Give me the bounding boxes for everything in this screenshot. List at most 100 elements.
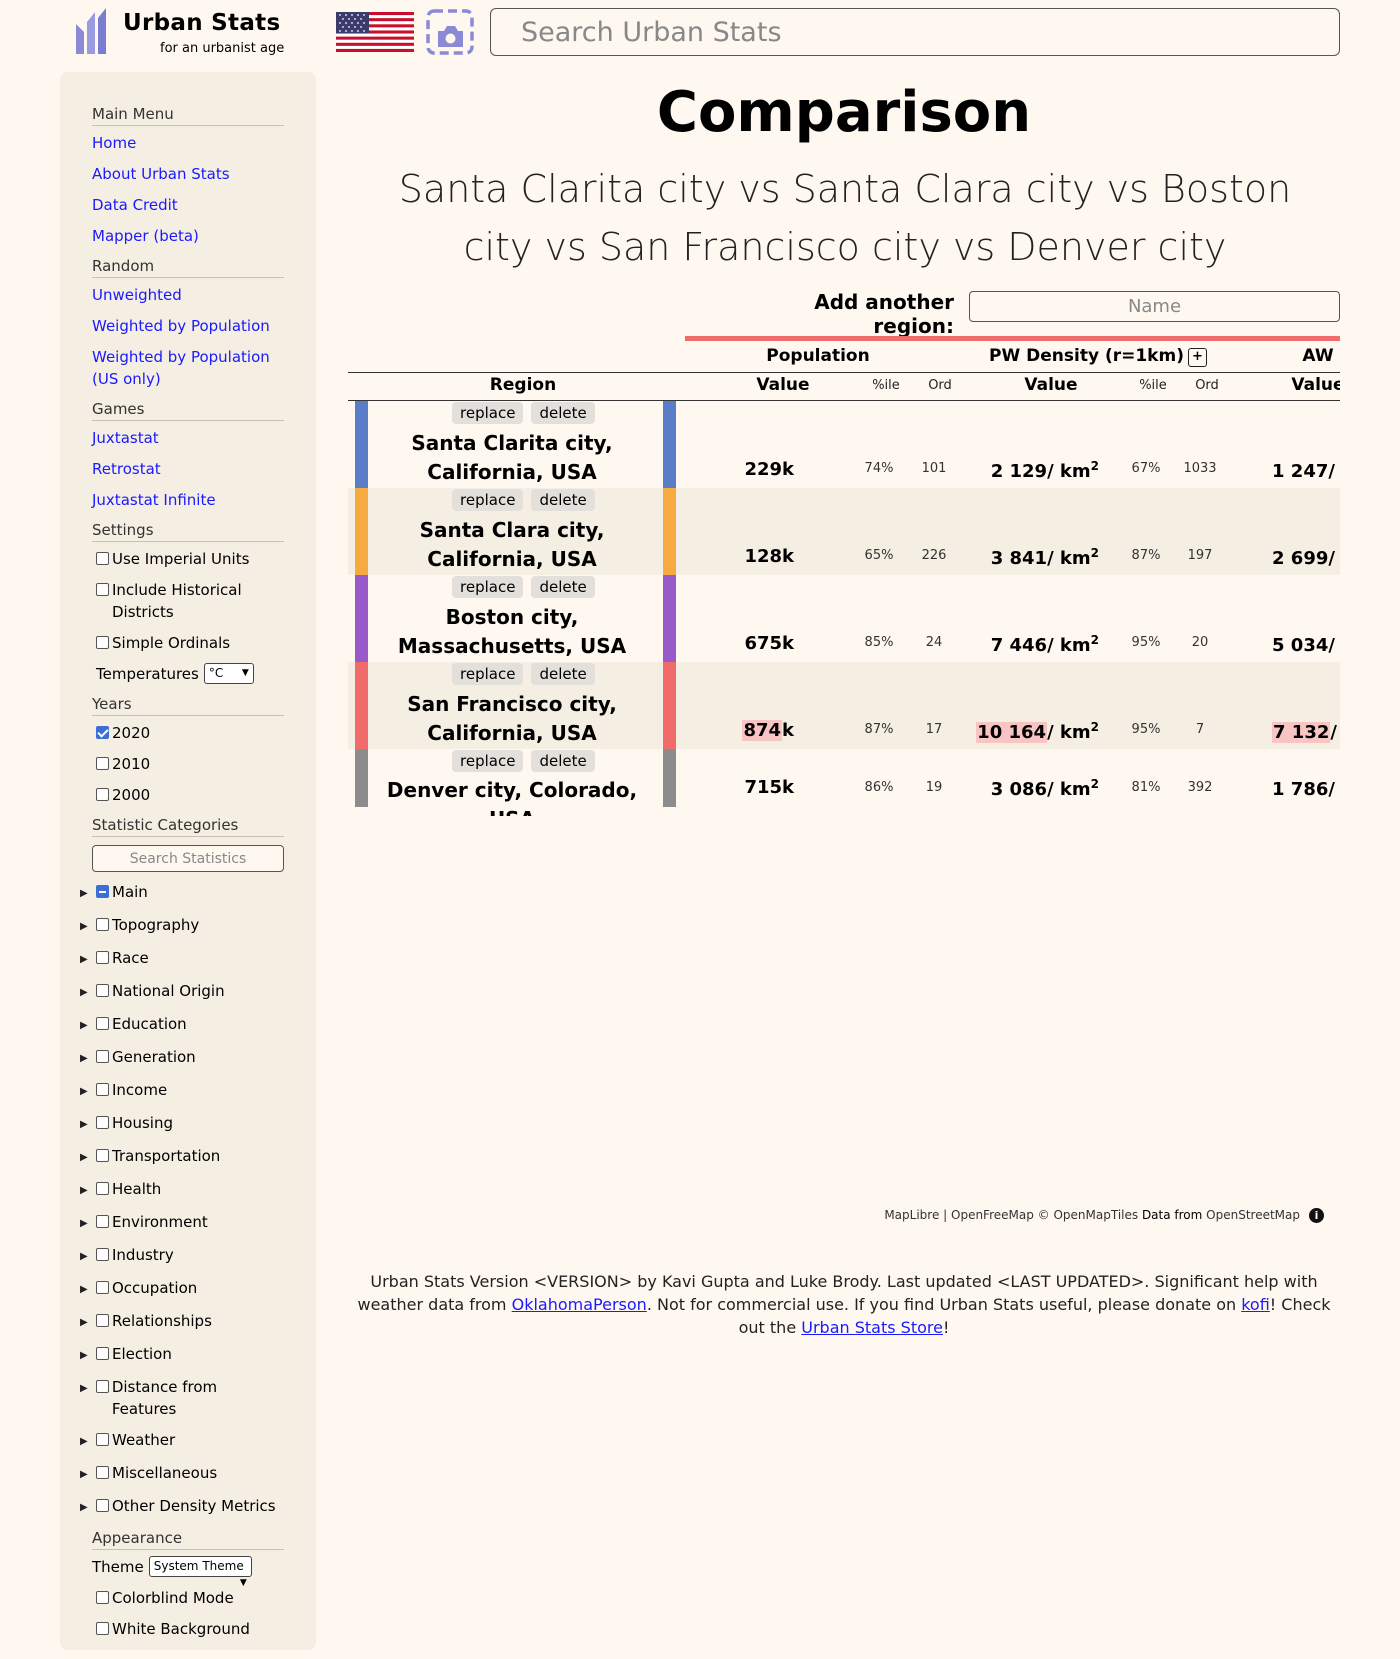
expand-triangle-icon[interactable]: ▶ xyxy=(80,1020,88,1031)
expand-triangle-icon[interactable]: ▶ xyxy=(80,1119,88,1130)
category-item[interactable]: ▶ Health xyxy=(80,1178,284,1202)
delete-button[interactable]: delete xyxy=(531,663,595,685)
oklahomaperson-link[interactable]: OklahomaPerson xyxy=(511,1295,647,1314)
category-checkbox[interactable] xyxy=(96,1433,109,1446)
statistics-search-input[interactable] xyxy=(92,845,284,872)
expand-triangle-icon[interactable]: ▶ xyxy=(80,1053,88,1064)
retrostat-link[interactable]: Retrostat xyxy=(92,460,161,478)
category-item[interactable]: ▶ Miscellaneous xyxy=(80,1462,284,1486)
expand-triangle-icon[interactable]: ▶ xyxy=(80,1469,88,1480)
category-item[interactable]: ▶ Weather xyxy=(80,1429,284,1453)
simple-ordinals-setting[interactable]: Simple Ordinals xyxy=(92,632,284,654)
expand-triangle-icon[interactable]: ▶ xyxy=(80,1152,88,1163)
category-checkbox[interactable] xyxy=(96,918,109,931)
category-checkbox[interactable] xyxy=(96,1248,109,1261)
region-name-link[interactable]: Denver city, Colorado, USA xyxy=(386,778,638,816)
openfreemap-link[interactable]: OpenFreeMap xyxy=(951,1208,1034,1222)
kofi-link[interactable]: kofi xyxy=(1241,1295,1270,1314)
region-name-link[interactable]: Santa Clarita city, California, USA xyxy=(411,431,613,484)
home-link[interactable]: Home xyxy=(92,134,137,152)
category-item[interactable]: ▶ Occupation xyxy=(80,1277,284,1301)
year-2020-option[interactable]: 2020 xyxy=(92,722,284,744)
replace-button[interactable]: replace xyxy=(452,402,524,424)
replace-button[interactable]: replace xyxy=(452,750,524,772)
year-2010-checkbox[interactable] xyxy=(96,757,109,770)
year-2000-checkbox[interactable] xyxy=(96,788,109,801)
about-link[interactable]: About Urban Stats xyxy=(92,165,230,183)
data-credit-link[interactable]: Data Credit xyxy=(92,196,178,214)
historical-districts-checkbox[interactable] xyxy=(96,583,109,596)
category-item[interactable]: ▶ Generation xyxy=(80,1046,284,1070)
year-2020-checkbox[interactable] xyxy=(96,726,109,739)
category-item[interactable]: ▶ Relationships xyxy=(80,1310,284,1334)
replace-button[interactable]: replace xyxy=(452,576,524,598)
expand-triangle-icon[interactable]: ▶ xyxy=(80,921,88,932)
year-2000-option[interactable]: 2000 xyxy=(92,784,284,806)
openstreetmap-link[interactable]: OpenStreetMap xyxy=(1206,1208,1300,1222)
store-link[interactable]: Urban Stats Store xyxy=(801,1318,943,1337)
category-checkbox[interactable] xyxy=(96,1466,109,1479)
region-name-link[interactable]: Santa Clara city, California, USA xyxy=(419,518,605,571)
maplibre-link[interactable]: MapLibre xyxy=(884,1208,940,1222)
category-checkbox[interactable] xyxy=(96,1050,109,1063)
replace-button[interactable]: replace xyxy=(452,489,524,511)
expand-triangle-icon[interactable]: ▶ xyxy=(80,888,88,899)
expand-triangle-icon[interactable]: ▶ xyxy=(80,1502,88,1513)
category-item[interactable]: ▶ Distance from Features xyxy=(80,1376,284,1420)
imperial-units-checkbox[interactable] xyxy=(96,552,109,565)
colorblind-setting[interactable]: Colorblind Mode xyxy=(92,1587,284,1609)
random-unweighted-link[interactable]: Unweighted xyxy=(92,286,182,304)
category-checkbox[interactable] xyxy=(96,1182,109,1195)
historical-districts-setting[interactable]: Include Historical Districts xyxy=(92,579,284,623)
category-item[interactable]: ▶ Topography xyxy=(80,914,284,938)
random-weighted-us-link[interactable]: Weighted by Population (US only) xyxy=(92,348,270,388)
category-checkbox[interactable] xyxy=(95,1380,109,1393)
category-item[interactable]: ▶ Other Density Metrics xyxy=(80,1495,284,1519)
random-weighted-link[interactable]: Weighted by Population xyxy=(92,317,270,335)
expand-triangle-icon[interactable]: ▶ xyxy=(80,1086,88,1097)
delete-button[interactable]: delete xyxy=(531,750,595,772)
delete-button[interactable]: delete xyxy=(531,576,595,598)
juxtastat-link[interactable]: Juxtastat xyxy=(92,429,159,447)
region-name-link[interactable]: San Francisco city, California, USA xyxy=(407,692,617,745)
region-name-link[interactable]: Boston city, Massachusetts, USA xyxy=(397,605,627,658)
category-checkbox[interactable] xyxy=(96,951,109,964)
delete-button[interactable]: delete xyxy=(531,489,595,511)
temperatures-select[interactable]: °C ▼ xyxy=(203,663,254,684)
search-input[interactable] xyxy=(490,8,1340,56)
category-item[interactable]: ▶ Environment xyxy=(80,1211,284,1235)
info-icon[interactable]: i xyxy=(1309,1208,1324,1223)
openmaptiles-link[interactable]: OpenMapTiles xyxy=(1053,1208,1139,1222)
theme-select[interactable]: System Theme ▼ xyxy=(148,1556,252,1588)
year-2010-option[interactable]: 2010 xyxy=(92,753,284,775)
delete-button[interactable]: delete xyxy=(531,402,595,424)
expand-triangle-icon[interactable]: ▶ xyxy=(80,1251,88,1262)
category-checkbox[interactable] xyxy=(96,1499,109,1512)
category-item[interactable]: ▶ Income xyxy=(80,1079,284,1103)
expand-triangle-icon[interactable]: ▶ xyxy=(80,987,88,998)
expand-triangle-icon[interactable]: ▶ xyxy=(80,1185,88,1196)
category-item[interactable]: ▶ Housing xyxy=(80,1112,284,1136)
screenshot-icon[interactable] xyxy=(426,9,474,55)
category-checkbox[interactable] xyxy=(96,1215,109,1228)
category-item[interactable]: ▶ National Origin xyxy=(80,980,284,1004)
expand-plus-button[interactable]: + xyxy=(1187,348,1207,367)
mapper-link[interactable]: Mapper (beta) xyxy=(92,227,199,245)
category-checkbox[interactable] xyxy=(96,1281,109,1294)
category-checkbox[interactable] xyxy=(96,1314,109,1327)
category-item[interactable]: ▶ Election xyxy=(80,1343,284,1367)
category-checkbox[interactable] xyxy=(96,1347,109,1360)
white-background-checkbox[interactable] xyxy=(96,1622,109,1635)
expand-triangle-icon[interactable]: ▶ xyxy=(80,1350,88,1361)
category-checkbox[interactable] xyxy=(96,984,109,997)
colorblind-checkbox[interactable] xyxy=(96,1591,109,1604)
category-checkbox[interactable] xyxy=(96,1116,109,1129)
category-item[interactable]: ▶ Race xyxy=(80,947,284,971)
category-checkbox[interactable] xyxy=(96,1017,109,1030)
expand-triangle-icon[interactable]: ▶ xyxy=(80,1383,88,1394)
category-checkbox[interactable] xyxy=(96,1083,109,1096)
category-item[interactable]: ▶ Main xyxy=(80,881,284,905)
expand-triangle-icon[interactable]: ▶ xyxy=(80,1284,88,1295)
expand-triangle-icon[interactable]: ▶ xyxy=(80,1317,88,1328)
replace-button[interactable]: replace xyxy=(452,663,524,685)
